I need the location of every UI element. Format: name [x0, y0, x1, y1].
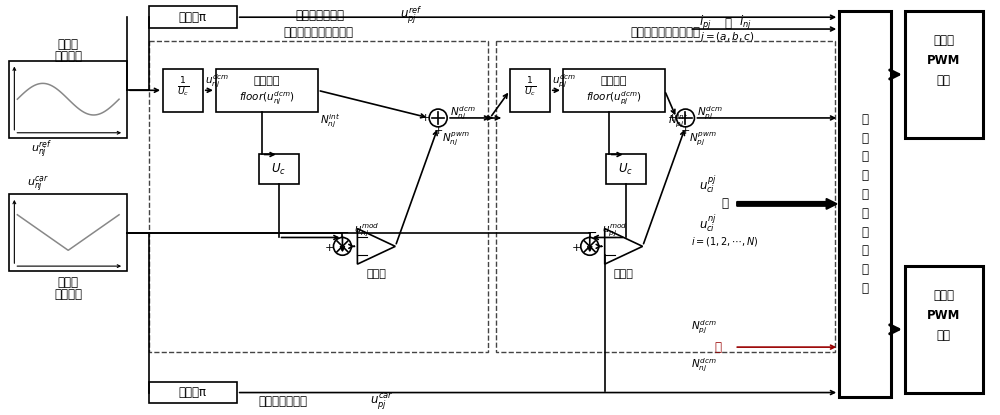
- Text: 上桥臂参考电压: 上桥臂参考电压: [296, 9, 345, 22]
- Text: 衡: 衡: [861, 207, 868, 220]
- Circle shape: [581, 237, 599, 255]
- Circle shape: [333, 237, 351, 255]
- Text: 上桥臂双载波调制流程: 上桥臂双载波调制流程: [631, 27, 701, 39]
- Text: 或: 或: [714, 341, 721, 354]
- Bar: [216, 68, 318, 112]
- Text: $u_{pj}^{car}$: $u_{pj}^{car}$: [370, 391, 394, 411]
- Bar: [259, 154, 299, 184]
- Text: $N_{nj}^{dcm}$: $N_{nj}^{dcm}$: [450, 104, 476, 122]
- Text: 移相角π: 移相角π: [179, 11, 207, 24]
- Text: 信号: 信号: [937, 329, 951, 342]
- Text: $u_{pj}^{dcm}$: $u_{pj}^{dcm}$: [552, 73, 576, 90]
- Text: $u_{nj}^{mod}$: $u_{nj}^{mod}$: [354, 222, 380, 239]
- Circle shape: [677, 109, 694, 127]
- Text: $i=(1,2,\cdots,N)$: $i=(1,2,\cdots,N)$: [691, 235, 759, 248]
- Text: 下桥臂双载波调制流程: 下桥臂双载波调制流程: [284, 27, 354, 39]
- Text: $u_{nj}^{car}$: $u_{nj}^{car}$: [27, 175, 50, 194]
- Text: $u_{pj}^{ref}$: $u_{pj}^{ref}$: [400, 5, 423, 26]
- Text: PWM: PWM: [927, 309, 960, 322]
- Text: 或: 或: [721, 198, 728, 210]
- Text: 制: 制: [861, 244, 868, 257]
- Text: $N_{nj}^{dcm}$: $N_{nj}^{dcm}$: [691, 356, 717, 374]
- Text: $u_{nj}^{dcm}$: $u_{nj}^{dcm}$: [205, 73, 229, 90]
- Text: 向下取整: 向下取整: [253, 76, 280, 86]
- Text: +: +: [572, 243, 581, 253]
- Bar: [9, 61, 127, 138]
- Text: 比较器: 比较器: [614, 269, 634, 279]
- Text: $u_{ci}^{pj}$: $u_{ci}^{pj}$: [699, 173, 717, 195]
- Text: +: +: [681, 126, 690, 136]
- Bar: [149, 41, 488, 352]
- Text: $N_{pj}^{int}$: $N_{pj}^{int}$: [668, 112, 688, 129]
- Text: +: +: [325, 243, 334, 253]
- Text: $N_{nj}^{int}$: $N_{nj}^{int}$: [320, 112, 341, 129]
- Text: +: +: [433, 126, 443, 136]
- Bar: [563, 68, 665, 112]
- Text: 上桥臂: 上桥臂: [933, 34, 954, 47]
- Text: 控: 控: [861, 225, 868, 239]
- Text: 向下取整: 向下取整: [600, 76, 627, 86]
- Text: −: −: [339, 227, 350, 240]
- Text: 容: 容: [861, 132, 868, 145]
- Text: $u_{pj}^{mod}$: $u_{pj}^{mod}$: [602, 222, 627, 239]
- Text: $i_{pj}$: $i_{pj}$: [699, 14, 712, 32]
- Text: 电: 电: [861, 151, 868, 164]
- Text: 三角载波: 三角载波: [54, 288, 82, 301]
- Text: 比较器: 比较器: [366, 269, 386, 279]
- Circle shape: [429, 109, 447, 127]
- Text: −: −: [586, 227, 597, 240]
- Text: $i_{nj}$: $i_{nj}$: [739, 14, 752, 32]
- Text: PWM: PWM: [927, 54, 960, 67]
- Bar: [9, 194, 127, 271]
- Text: 平: 平: [861, 188, 868, 201]
- Text: +: +: [421, 113, 430, 123]
- Bar: [606, 154, 646, 184]
- Bar: [149, 6, 237, 28]
- Text: $u_{ci}^{nj}$: $u_{ci}^{nj}$: [699, 213, 717, 234]
- Bar: [510, 68, 550, 112]
- Bar: [839, 11, 891, 396]
- Text: 法: 法: [861, 282, 868, 295]
- Text: $N_{pj}^{pwm}$: $N_{pj}^{pwm}$: [689, 131, 717, 148]
- Bar: [163, 68, 203, 112]
- Text: $j=(a,b,c)$: $j=(a,b,c)$: [699, 30, 755, 44]
- Bar: [149, 382, 237, 403]
- Text: 方: 方: [861, 263, 868, 276]
- Text: 上桥臂三角载波: 上桥臂三角载波: [259, 395, 308, 408]
- Bar: [905, 11, 983, 138]
- Text: $u_{nj}^{ref}$: $u_{nj}^{ref}$: [31, 139, 53, 161]
- Text: 信号: 信号: [937, 74, 951, 87]
- Text: 下桥臂: 下桥臂: [933, 289, 954, 302]
- Text: $N_{pj}^{dcm}$: $N_{pj}^{dcm}$: [697, 104, 723, 122]
- Bar: [905, 266, 983, 393]
- Text: 下桥臂: 下桥臂: [58, 38, 79, 51]
- Text: 或: 或: [724, 17, 731, 29]
- Text: $N_{pj}^{dcm}$: $N_{pj}^{dcm}$: [691, 319, 717, 336]
- Text: +: +: [668, 113, 677, 123]
- Text: $U_c$: $U_c$: [618, 162, 633, 177]
- Text: $N_{nj}^{pwm}$: $N_{nj}^{pwm}$: [442, 131, 470, 148]
- Text: 电: 电: [861, 113, 868, 126]
- Bar: [496, 41, 835, 352]
- Text: $floor(u_{nj}^{dcm})$: $floor(u_{nj}^{dcm})$: [239, 90, 294, 107]
- Text: $\frac{1}{U_c}$: $\frac{1}{U_c}$: [177, 76, 189, 99]
- Text: 参考电压: 参考电压: [54, 50, 82, 63]
- Text: $\frac{1}{U_c}$: $\frac{1}{U_c}$: [524, 76, 536, 99]
- Text: 移相角π: 移相角π: [179, 386, 207, 399]
- Text: $U_c$: $U_c$: [271, 162, 286, 177]
- Text: 压: 压: [861, 169, 868, 182]
- Text: 下桥臂: 下桥臂: [58, 276, 79, 289]
- Text: $floor(u_{pj}^{dcm})$: $floor(u_{pj}^{dcm})$: [586, 90, 642, 107]
